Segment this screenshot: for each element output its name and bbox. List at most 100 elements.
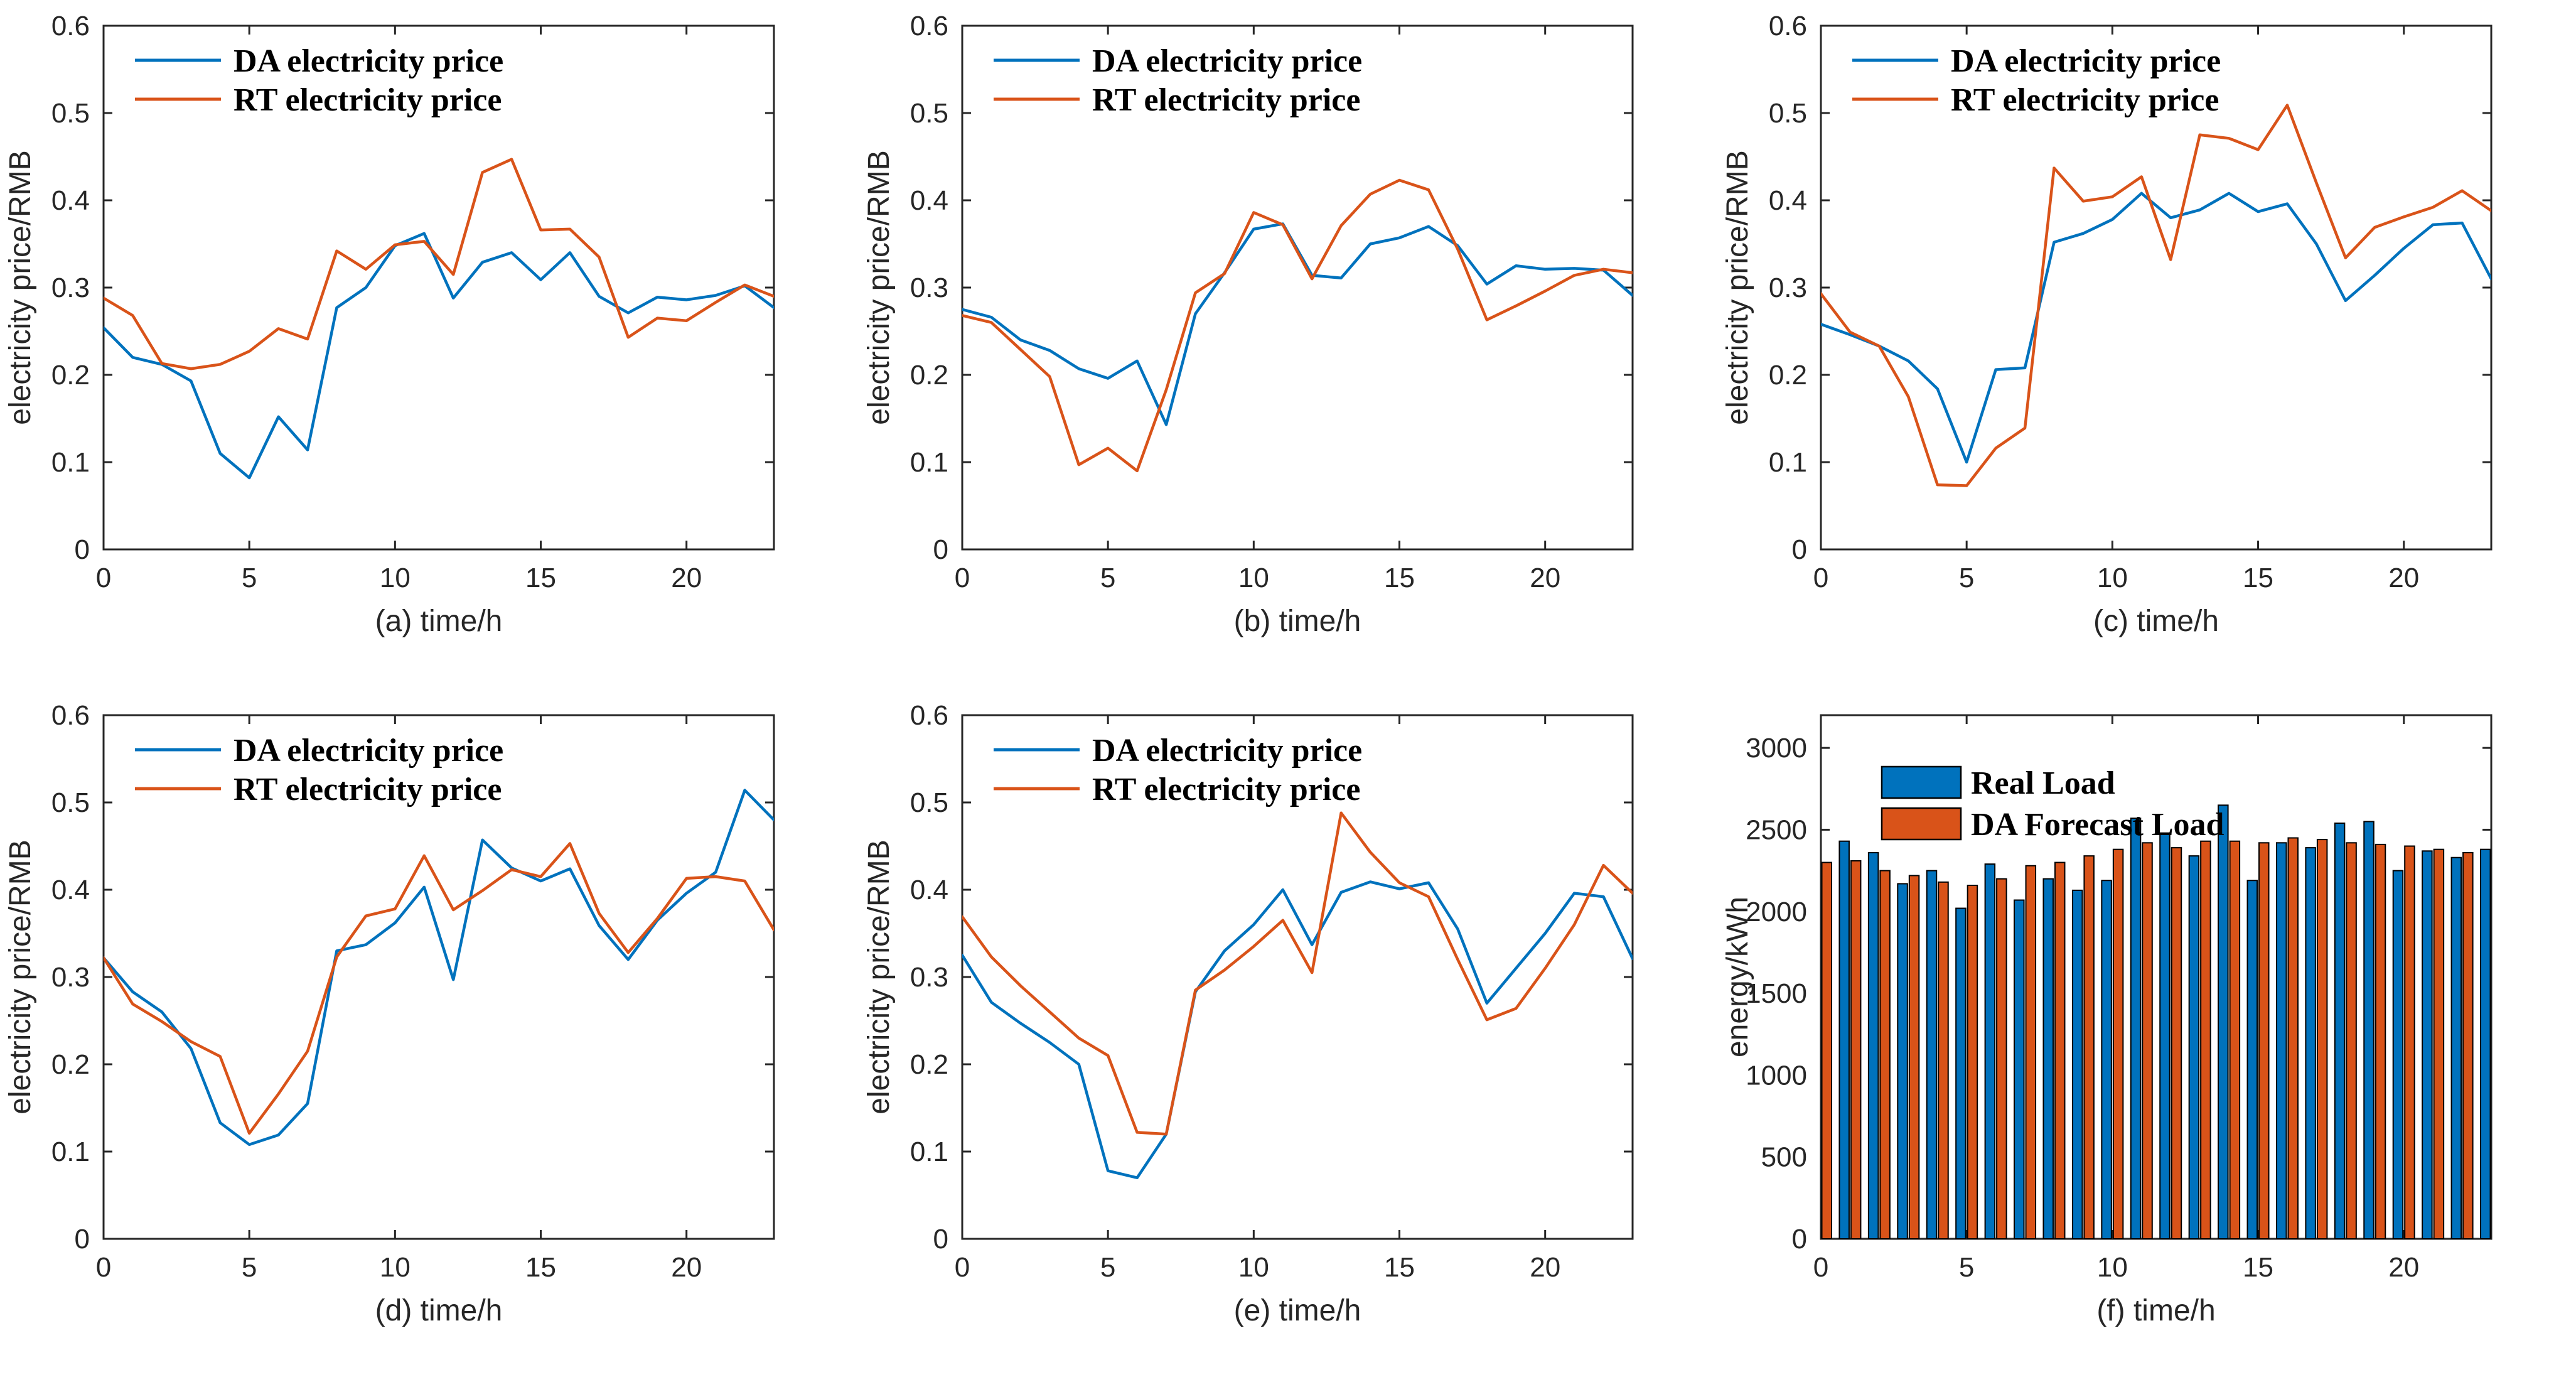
y-axis-tick-label: 0.3 — [1769, 273, 1807, 303]
y-axis-tick-label: 0.1 — [51, 447, 90, 478]
rt-price-line — [962, 178, 1633, 473]
x-axis-tick-label: 10 — [2097, 1252, 2128, 1283]
y-axis-tick-label: 0.5 — [51, 98, 90, 129]
subplot-c: 0 5 10 15 20 0 0.1 0.2 0.3 0.4 0.5 0.6 (c) time/h ele… — [1717, 0, 2576, 689]
real-load-bar — [2480, 848, 2491, 1239]
y-axis-tick-label: 0.6 — [910, 11, 948, 41]
real-load-bar — [2305, 847, 2316, 1239]
x-axis-tick-label: 15 — [1384, 1252, 1415, 1283]
x-axis-tick-label: 15 — [2243, 1252, 2273, 1283]
plot-area — [962, 811, 1633, 1179]
x-axis-label: (c) time/h — [2093, 605, 2219, 638]
x-axis-tick-label: 0 — [96, 563, 111, 593]
rt-price-line — [104, 158, 774, 370]
axes-box — [1820, 714, 2493, 1240]
chart-b-canvas: 0 5 10 15 20 0 0.1 0.2 0.3 0.4 0.5 0.6 (b) time/h ele… — [862, 11, 1634, 638]
legend-entry-label: DA Forecast Load — [1971, 807, 2224, 843]
real-load-bar — [2188, 855, 2200, 1239]
da-forecast-load-bar — [2375, 843, 2386, 1239]
y-axis-tick-label: 0.5 — [910, 98, 948, 129]
y-axis-tick-label: 0.4 — [910, 185, 948, 216]
y-axis-tick-label: 0.5 — [1769, 98, 1807, 129]
real-load-bar — [2101, 880, 2112, 1239]
x-axis-label: (e) time/h — [1234, 1294, 1361, 1327]
y-axis-tick-label: 500 — [1761, 1142, 1807, 1173]
y-axis-tick-label: 0.3 — [910, 962, 948, 993]
y-axis-tick-label: 0.5 — [51, 787, 90, 818]
x-axis-label: (d) time/h — [375, 1294, 503, 1327]
y-axis-tick-label: 0 — [75, 1224, 90, 1255]
da-forecast-load-bar — [2287, 837, 2299, 1239]
real-load-bar — [2218, 804, 2229, 1239]
x-axis-tick-label: 10 — [1238, 1252, 1269, 1283]
y-axis-tick-label: 0.3 — [51, 273, 90, 303]
y-axis-tick-label: 0.5 — [910, 787, 948, 818]
y-axis-tick-label: 0.1 — [910, 447, 948, 478]
y-axis-tick-label: 0.2 — [910, 360, 948, 391]
subplot-a: 0 5 10 15 20 0 0.1 0.2 0.3 0.4 0.5 0.6 (a) time/h ele… — [0, 0, 859, 689]
da-forecast-load-bar — [2462, 851, 2474, 1239]
da-forecast-load-bar — [2142, 842, 2153, 1239]
y-axis-tick-label: 0.4 — [51, 875, 90, 905]
x-axis-tick-label: 5 — [1959, 563, 1974, 593]
da-forecast-load-bar — [2025, 865, 2037, 1239]
legend-entry-label: RT electricity price — [1092, 772, 1360, 807]
x-axis-tick-label: 0 — [955, 563, 970, 593]
y-axis-tick-label: 3000 — [1746, 733, 1807, 764]
da-forecast-load-bar — [1996, 878, 2007, 1239]
real-load-bar — [2159, 832, 2171, 1239]
y-axis-tick-label: 0.1 — [51, 1136, 90, 1167]
real-load-bar — [2130, 818, 2142, 1239]
y-axis-tick-label: 0.1 — [910, 1136, 948, 1167]
x-axis-tick-label: 15 — [525, 1252, 556, 1283]
y-axis-label: electricity price/RMB — [4, 150, 37, 424]
real-load-bar — [1955, 907, 1967, 1239]
plot-area — [1821, 804, 2491, 1239]
x-axis-tick-label: 15 — [525, 563, 556, 593]
x-axis-tick-label: 0 — [955, 1252, 970, 1283]
rt-price-line — [104, 842, 774, 1135]
subplot-e: 0 5 10 15 20 0 0.1 0.2 0.3 0.4 0.5 0.6 (e) time/h ele… — [859, 689, 1717, 1379]
real-load-bar — [2334, 823, 2346, 1239]
y-axis-tick-label: 1000 — [1746, 1060, 1807, 1091]
da-forecast-load-bar — [2054, 861, 2066, 1239]
x-axis-label: (a) time/h — [375, 605, 503, 638]
da-price-line — [104, 789, 774, 1147]
real-load-bar — [1838, 840, 1850, 1239]
x-axis-tick-label: 0 — [96, 1252, 111, 1283]
y-axis-tick-label: 0.4 — [910, 875, 948, 905]
x-axis-tick-label: 15 — [1384, 563, 1415, 593]
chart-f-canvas: 0 5 10 15 20 0 500 1000 1500 2000 2500 3000 (f) time… — [1721, 714, 2493, 1327]
chart-c-canvas: 0 5 10 15 20 0 0.1 0.2 0.3 0.4 0.5 0.6 (c) time/h ele… — [1721, 11, 2493, 638]
plot-area — [1821, 104, 2491, 487]
y-axis-tick-label: 0.3 — [910, 273, 948, 303]
rt-price-line — [1821, 104, 2491, 487]
da-forecast-load-bar — [2083, 855, 2095, 1239]
y-axis-tick-label: 0.2 — [1769, 360, 1807, 391]
x-axis-tick-label: 15 — [2243, 563, 2273, 593]
real-load-bar — [2071, 889, 2083, 1239]
da-price-line — [104, 232, 774, 480]
real-load-bar — [2392, 870, 2404, 1239]
x-axis-tick-label: 20 — [1530, 1252, 1560, 1283]
da-price-line — [1821, 192, 2491, 464]
da-forecast-load-bar — [1850, 860, 1862, 1239]
y-axis-label: electricity price/RMB — [1721, 150, 1754, 424]
x-axis-tick-label: 10 — [380, 563, 411, 593]
y-axis-tick-label: 1500 — [1746, 978, 1807, 1009]
chart-d-canvas: 0 5 10 15 20 0 0.1 0.2 0.3 0.4 0.5 0.6 (d) time/h ele… — [4, 700, 775, 1327]
y-axis-tick-label: 0.1 — [1769, 447, 1807, 478]
real-load-bar — [1926, 870, 1938, 1239]
y-axis-tick-label: 0.6 — [910, 700, 948, 731]
plot-area — [104, 158, 774, 480]
x-axis-label: (f) time/h — [2096, 1294, 2215, 1327]
x-axis-tick-label: 0 — [1813, 1252, 1828, 1283]
da-forecast-load-bar — [2346, 842, 2357, 1239]
y-axis-tick-label: 0.6 — [51, 11, 90, 41]
da-forecast-load-bar — [2316, 839, 2328, 1239]
y-axis-tick-label: 0.6 — [1769, 11, 1807, 41]
x-axis-tick-label: 10 — [380, 1252, 411, 1283]
